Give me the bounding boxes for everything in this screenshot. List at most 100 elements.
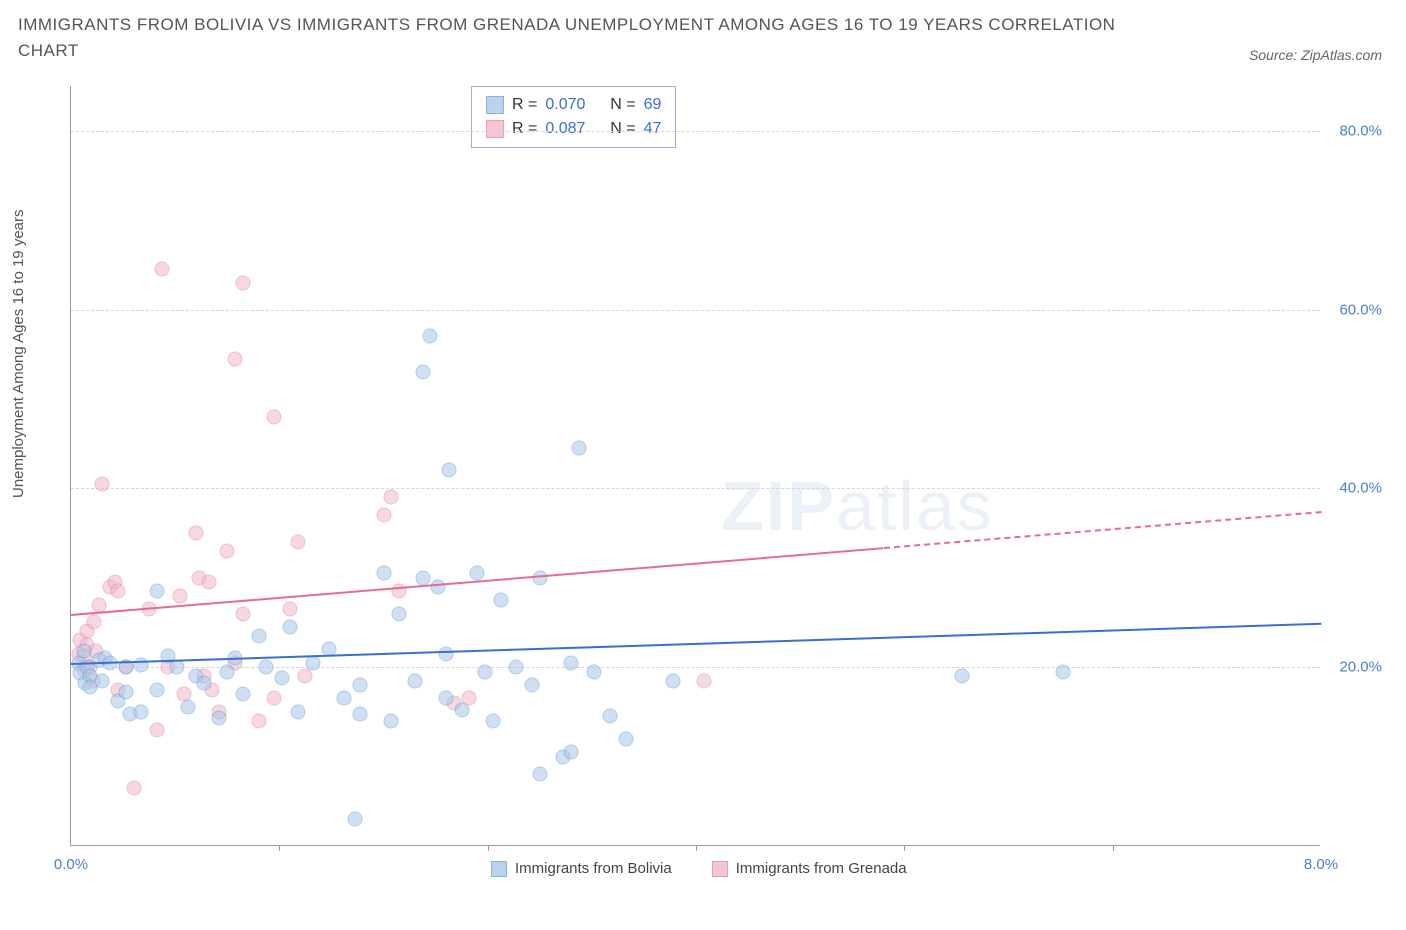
n-value-grenada: 47 xyxy=(644,117,662,141)
scatter-point-bolivia xyxy=(603,709,618,724)
scatter-point-bolivia xyxy=(478,664,493,679)
y-axis-label: Unemployment Among Ages 16 to 19 years xyxy=(10,209,27,498)
scatter-point-bolivia xyxy=(587,664,602,679)
scatter-point-bolivia xyxy=(954,669,969,684)
scatter-point-bolivia xyxy=(439,691,454,706)
scatter-point-bolivia xyxy=(149,682,164,697)
scatter-point-grenada xyxy=(126,780,141,795)
scatter-point-bolivia xyxy=(392,606,407,621)
scatter-point-bolivia xyxy=(618,731,633,746)
scatter-point-grenada xyxy=(95,476,110,491)
x-tick-label: 0.0% xyxy=(54,856,88,873)
scatter-point-grenada xyxy=(87,615,102,630)
scatter-point-grenada xyxy=(201,575,216,590)
legend-swatch-bolivia xyxy=(491,861,507,877)
scatter-point-grenada xyxy=(267,409,282,424)
scatter-point-bolivia xyxy=(439,646,454,661)
scatter-point-grenada xyxy=(251,713,266,728)
source-label: Source: ZipAtlas.com xyxy=(1249,47,1382,63)
scatter-point-bolivia xyxy=(274,670,289,685)
scatter-point-bolivia xyxy=(431,579,446,594)
scatter-point-bolivia xyxy=(170,660,185,675)
legend-label-bolivia: Immigrants from Bolivia xyxy=(515,860,672,877)
scatter-point-bolivia xyxy=(353,678,368,693)
scatter-point-grenada xyxy=(220,543,235,558)
scatter-point-bolivia xyxy=(118,685,133,700)
scatter-point-bolivia xyxy=(470,566,485,581)
stats-row-grenada: R = 0.087 N = 47 xyxy=(486,117,661,141)
scatter-point-bolivia xyxy=(384,713,399,728)
scatter-point-bolivia xyxy=(665,673,680,688)
scatter-point-grenada xyxy=(228,351,243,366)
scatter-point-grenada xyxy=(290,535,305,550)
scatter-point-bolivia xyxy=(415,365,430,380)
scatter-point-grenada xyxy=(189,526,204,541)
scatter-point-grenada xyxy=(110,584,125,599)
scatter-point-bolivia xyxy=(134,704,149,719)
scatter-point-grenada xyxy=(235,275,250,290)
scatter-point-bolivia xyxy=(532,767,547,782)
scatter-point-grenada xyxy=(154,262,169,277)
scatter-point-grenada xyxy=(696,673,711,688)
x-minor-tick xyxy=(279,845,280,851)
x-tick-label: 8.0% xyxy=(1304,856,1338,873)
scatter-point-bolivia xyxy=(251,628,266,643)
y-tick-label: 60.0% xyxy=(1339,301,1382,318)
n-value-bolivia: 69 xyxy=(644,93,662,117)
scatter-point-bolivia xyxy=(509,660,524,675)
scatter-point-bolivia xyxy=(212,711,227,726)
plot-area: ZIPatlas R = 0.070 N = 69 R = 0.087 N = … xyxy=(70,86,1320,846)
gridline xyxy=(71,131,1320,132)
y-tick-label: 80.0% xyxy=(1339,122,1382,139)
x-minor-tick xyxy=(904,845,905,851)
scatter-point-bolivia xyxy=(423,329,438,344)
gridline xyxy=(71,488,1320,489)
scatter-point-bolivia xyxy=(353,706,368,721)
scatter-point-bolivia xyxy=(415,570,430,585)
r-value-bolivia: 0.070 xyxy=(545,93,585,117)
stats-legend: R = 0.070 N = 69 R = 0.087 N = 47 xyxy=(471,86,676,148)
scatter-point-grenada xyxy=(298,669,313,684)
scatter-point-bolivia xyxy=(407,673,422,688)
scatter-point-bolivia xyxy=(485,713,500,728)
scatter-point-bolivia xyxy=(282,619,297,634)
scatter-point-bolivia xyxy=(564,655,579,670)
legend-swatch-grenada xyxy=(712,861,728,877)
scatter-point-bolivia xyxy=(564,745,579,760)
gridline xyxy=(71,310,1320,311)
series-legend: Immigrants from Bolivia Immigrants from … xyxy=(491,860,907,877)
scatter-point-grenada xyxy=(173,588,188,603)
x-minor-tick xyxy=(696,845,697,851)
legend-label-grenada: Immigrants from Grenada xyxy=(736,860,907,877)
scatter-point-bolivia xyxy=(571,441,586,456)
watermark: ZIPatlas xyxy=(721,466,994,546)
scatter-point-bolivia xyxy=(181,700,196,715)
scatter-point-bolivia xyxy=(348,812,363,827)
y-tick-label: 40.0% xyxy=(1339,480,1382,497)
scatter-point-grenada xyxy=(267,691,282,706)
x-minor-tick xyxy=(488,845,489,851)
scatter-point-bolivia xyxy=(442,463,457,478)
scatter-point-grenada xyxy=(384,490,399,505)
scatter-point-bolivia xyxy=(376,566,391,581)
stats-row-bolivia: R = 0.070 N = 69 xyxy=(486,93,661,117)
swatch-grenada xyxy=(486,120,504,138)
swatch-bolivia xyxy=(486,96,504,114)
chart-container: Unemployment Among Ages 16 to 19 years Z… xyxy=(18,78,1388,878)
scatter-point-bolivia xyxy=(76,644,91,659)
scatter-point-bolivia xyxy=(493,593,508,608)
scatter-point-grenada xyxy=(376,508,391,523)
y-tick-label: 20.0% xyxy=(1339,659,1382,676)
scatter-point-bolivia xyxy=(524,678,539,693)
x-minor-tick xyxy=(1113,845,1114,851)
chart-title: IMMIGRANTS FROM BOLIVIA VS IMMIGRANTS FR… xyxy=(18,12,1118,63)
scatter-point-bolivia xyxy=(1056,664,1071,679)
trend-line-grenada xyxy=(883,511,1321,549)
scatter-point-grenada xyxy=(149,722,164,737)
scatter-point-bolivia xyxy=(196,676,211,691)
r-value-grenada: 0.087 xyxy=(545,117,585,141)
scatter-point-bolivia xyxy=(290,704,305,719)
scatter-point-bolivia xyxy=(454,703,469,718)
scatter-point-bolivia xyxy=(95,673,110,688)
scatter-point-grenada xyxy=(92,597,107,612)
